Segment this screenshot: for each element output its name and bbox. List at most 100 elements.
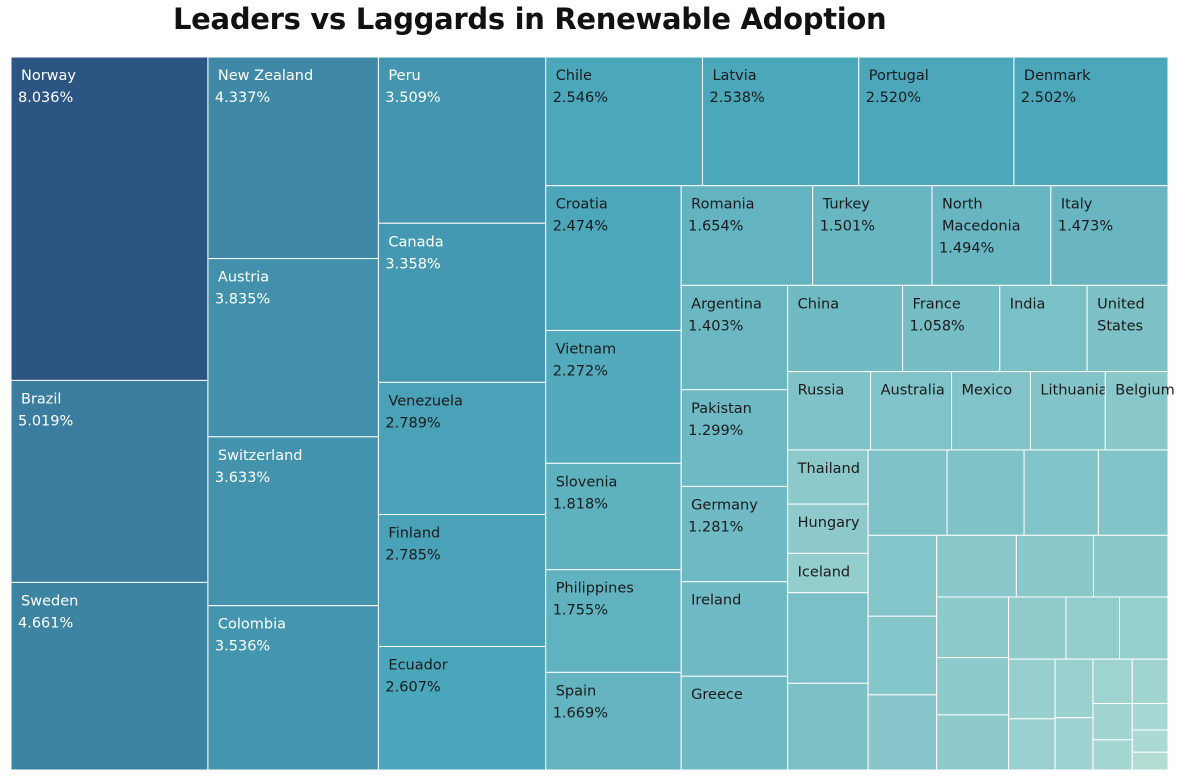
treemap-cell-unlabeled-49 bbox=[867, 615, 938, 696]
treemap-rect-canada bbox=[377, 222, 547, 383]
treemap-cell-belgium: Belgium bbox=[1104, 371, 1175, 451]
treemap-rect-italy bbox=[1050, 185, 1169, 286]
treemap-rect-unlabeled-69 bbox=[1131, 729, 1169, 753]
treemap-cell-unlabeled-54 bbox=[936, 596, 1010, 659]
treemap-rect-unlabeled-52 bbox=[1015, 534, 1094, 598]
cell-value-croatia: 2.474% bbox=[553, 219, 608, 235]
treemap-rect-chile bbox=[545, 56, 703, 187]
treemap-cell-hungary: Hungary bbox=[787, 503, 869, 554]
cell-label-chile: Chile bbox=[556, 68, 592, 84]
cell-value-vietnam: 2.272% bbox=[553, 363, 608, 379]
treemap-rect-unlabeled-51 bbox=[936, 534, 1017, 598]
treemap-cell-unlabeled-65 bbox=[1131, 658, 1169, 704]
cell-value-argentina: 1.403% bbox=[688, 318, 743, 334]
treemap-rect-north-macedonia bbox=[931, 185, 1052, 286]
treemap-cell-unlabeled-64 bbox=[1092, 658, 1133, 704]
cell-value-austria: 3.835% bbox=[215, 292, 270, 308]
treemap-cell-canada: Canada 3.358% bbox=[377, 222, 547, 383]
cell-label-greece: Greece bbox=[691, 687, 743, 703]
treemap-cell-norway: Norway 8.036% bbox=[10, 56, 209, 381]
treemap-cell-chile: Chile 2.546% bbox=[545, 56, 703, 187]
cell-value-chile: 2.546% bbox=[553, 90, 608, 106]
treemap-cell-unlabeled-50 bbox=[867, 694, 938, 771]
treemap-cell-mexico: Mexico bbox=[951, 371, 1031, 451]
cell-value-philippines: 1.755% bbox=[553, 603, 608, 619]
treemap-cell-unlabeled-69 bbox=[1131, 729, 1169, 753]
cell-label-denmark: Denmark bbox=[1024, 68, 1091, 84]
cell-value-norway: 8.036% bbox=[18, 90, 73, 106]
treemap-rect-unlabeled-47 bbox=[1097, 449, 1169, 536]
cell-value-pakistan: 1.299% bbox=[688, 423, 743, 439]
treemap-rect-unlabeled-68 bbox=[1131, 702, 1169, 731]
cell-value-switzerland: 3.633% bbox=[215, 470, 270, 486]
cell-label-north-macedonia-0: North bbox=[942, 197, 983, 213]
treemap-cell-portugal: Portugal 2.520% bbox=[858, 56, 1015, 187]
cell-value-spain: 1.669% bbox=[553, 705, 608, 721]
treemap-cell-unlabeled-58 bbox=[1065, 596, 1121, 660]
treemap-rect-germany bbox=[680, 485, 789, 583]
cell-label-north-macedonia-1: Macedonia bbox=[942, 219, 1020, 235]
treemap-rect-unlabeled-44 bbox=[867, 449, 948, 536]
cell-label-italy: Italy bbox=[1061, 197, 1093, 213]
treemap-rect-croatia bbox=[545, 185, 682, 331]
cell-label-croatia: Croatia bbox=[556, 197, 608, 213]
cell-label-new-zealand: New Zealand bbox=[218, 68, 313, 84]
cell-value-ecuador: 2.607% bbox=[385, 679, 440, 695]
cell-value-italy: 1.473% bbox=[1058, 219, 1113, 235]
cell-label-belgium: Belgium bbox=[1115, 383, 1174, 399]
treemap-cell-unlabeled-45 bbox=[946, 449, 1025, 536]
treemap-cell-venezuela: Venezuela 2.789% bbox=[377, 381, 547, 516]
treemap-cell-unlabeled-70 bbox=[1131, 751, 1169, 771]
treemap-rect-unlabeled-45 bbox=[946, 449, 1025, 536]
cell-label-romania: Romania bbox=[691, 197, 754, 213]
cell-label-venezuela: Venezuela bbox=[388, 393, 462, 409]
cell-label-ireland: Ireland bbox=[691, 593, 741, 609]
cell-label-united-states-1: States bbox=[1097, 318, 1143, 334]
treemap-cell-unlabeled-52 bbox=[1015, 534, 1094, 598]
treemap-rect-unlabeled-42 bbox=[787, 592, 869, 684]
cell-value-new-zealand: 4.337% bbox=[215, 90, 270, 106]
cell-label-canada: Canada bbox=[388, 234, 443, 250]
treemap-rect-philippines bbox=[545, 569, 682, 673]
treemap-cell-unlabeled-66 bbox=[1092, 702, 1133, 741]
treemap-rect-argentina bbox=[680, 284, 789, 391]
cell-label-latvia: Latvia bbox=[712, 68, 756, 84]
treemap-cell-unlabeled-60 bbox=[1008, 658, 1056, 720]
cell-label-mexico: Mexico bbox=[962, 383, 1013, 399]
treemap-cell-new-zealand: New Zealand 4.337% bbox=[207, 56, 379, 260]
treemap-cell-iceland: Iceland bbox=[787, 552, 869, 594]
treemap-cell-unlabeled-48 bbox=[867, 534, 938, 617]
cell-label-hungary: Hungary bbox=[798, 515, 860, 531]
cell-label-portugal: Portugal bbox=[869, 68, 929, 84]
treemap-rect-norway bbox=[10, 56, 209, 381]
treemap-rect-unlabeled-65 bbox=[1131, 658, 1169, 704]
cell-label-austria: Austria bbox=[218, 270, 269, 286]
cell-label-brazil: Brazil bbox=[21, 391, 61, 407]
treemap-cell-unlabeled-68 bbox=[1131, 702, 1169, 731]
treemap-cell-colombia: Colombia 3.536% bbox=[207, 605, 379, 771]
treemap-rect-unlabeled-48 bbox=[867, 534, 938, 617]
treemap-rect-unlabeled-55 bbox=[936, 657, 1010, 716]
cell-value-denmark: 2.502% bbox=[1021, 90, 1076, 106]
treemap-cell-unlabeled-44 bbox=[867, 449, 948, 536]
cell-label-slovenia: Slovenia bbox=[556, 474, 618, 490]
cell-label-thailand: Thailand bbox=[797, 461, 860, 477]
cell-label-argentina: Argentina bbox=[691, 296, 762, 312]
cell-value-colombia: 3.536% bbox=[215, 639, 270, 655]
treemap-rect-ecuador bbox=[377, 645, 547, 771]
cell-label-peru: Peru bbox=[388, 68, 420, 84]
treemap-rect-unlabeled-49 bbox=[867, 615, 938, 696]
cell-label-france: France bbox=[913, 296, 961, 312]
treemap-cell-austria: Austria 3.835% bbox=[207, 258, 379, 438]
treemap-cell-croatia: Croatia 2.474% bbox=[545, 185, 682, 331]
cell-label-australia: Australia bbox=[881, 383, 945, 399]
cell-value-canada: 3.358% bbox=[385, 256, 440, 272]
treemap-cell-denmark: Denmark 2.502% bbox=[1013, 56, 1169, 187]
cell-value-finland: 2.785% bbox=[385, 548, 440, 564]
cell-label-vietnam: Vietnam bbox=[556, 341, 616, 357]
treemap-cell-italy: Italy 1.473% bbox=[1050, 185, 1169, 286]
treemap-rect-turkey bbox=[812, 185, 933, 286]
treemap-cell-spain: Spain 1.669% bbox=[545, 671, 682, 771]
treemap-rect-unlabeled-59 bbox=[1119, 596, 1169, 660]
